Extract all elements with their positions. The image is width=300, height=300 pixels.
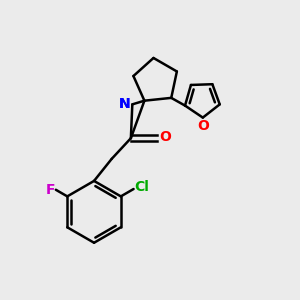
Text: O: O: [159, 130, 171, 144]
Text: O: O: [197, 119, 209, 133]
Text: N: N: [118, 98, 130, 111]
Text: Cl: Cl: [134, 180, 149, 194]
Text: N: N: [118, 98, 130, 111]
Text: F: F: [46, 183, 55, 197]
